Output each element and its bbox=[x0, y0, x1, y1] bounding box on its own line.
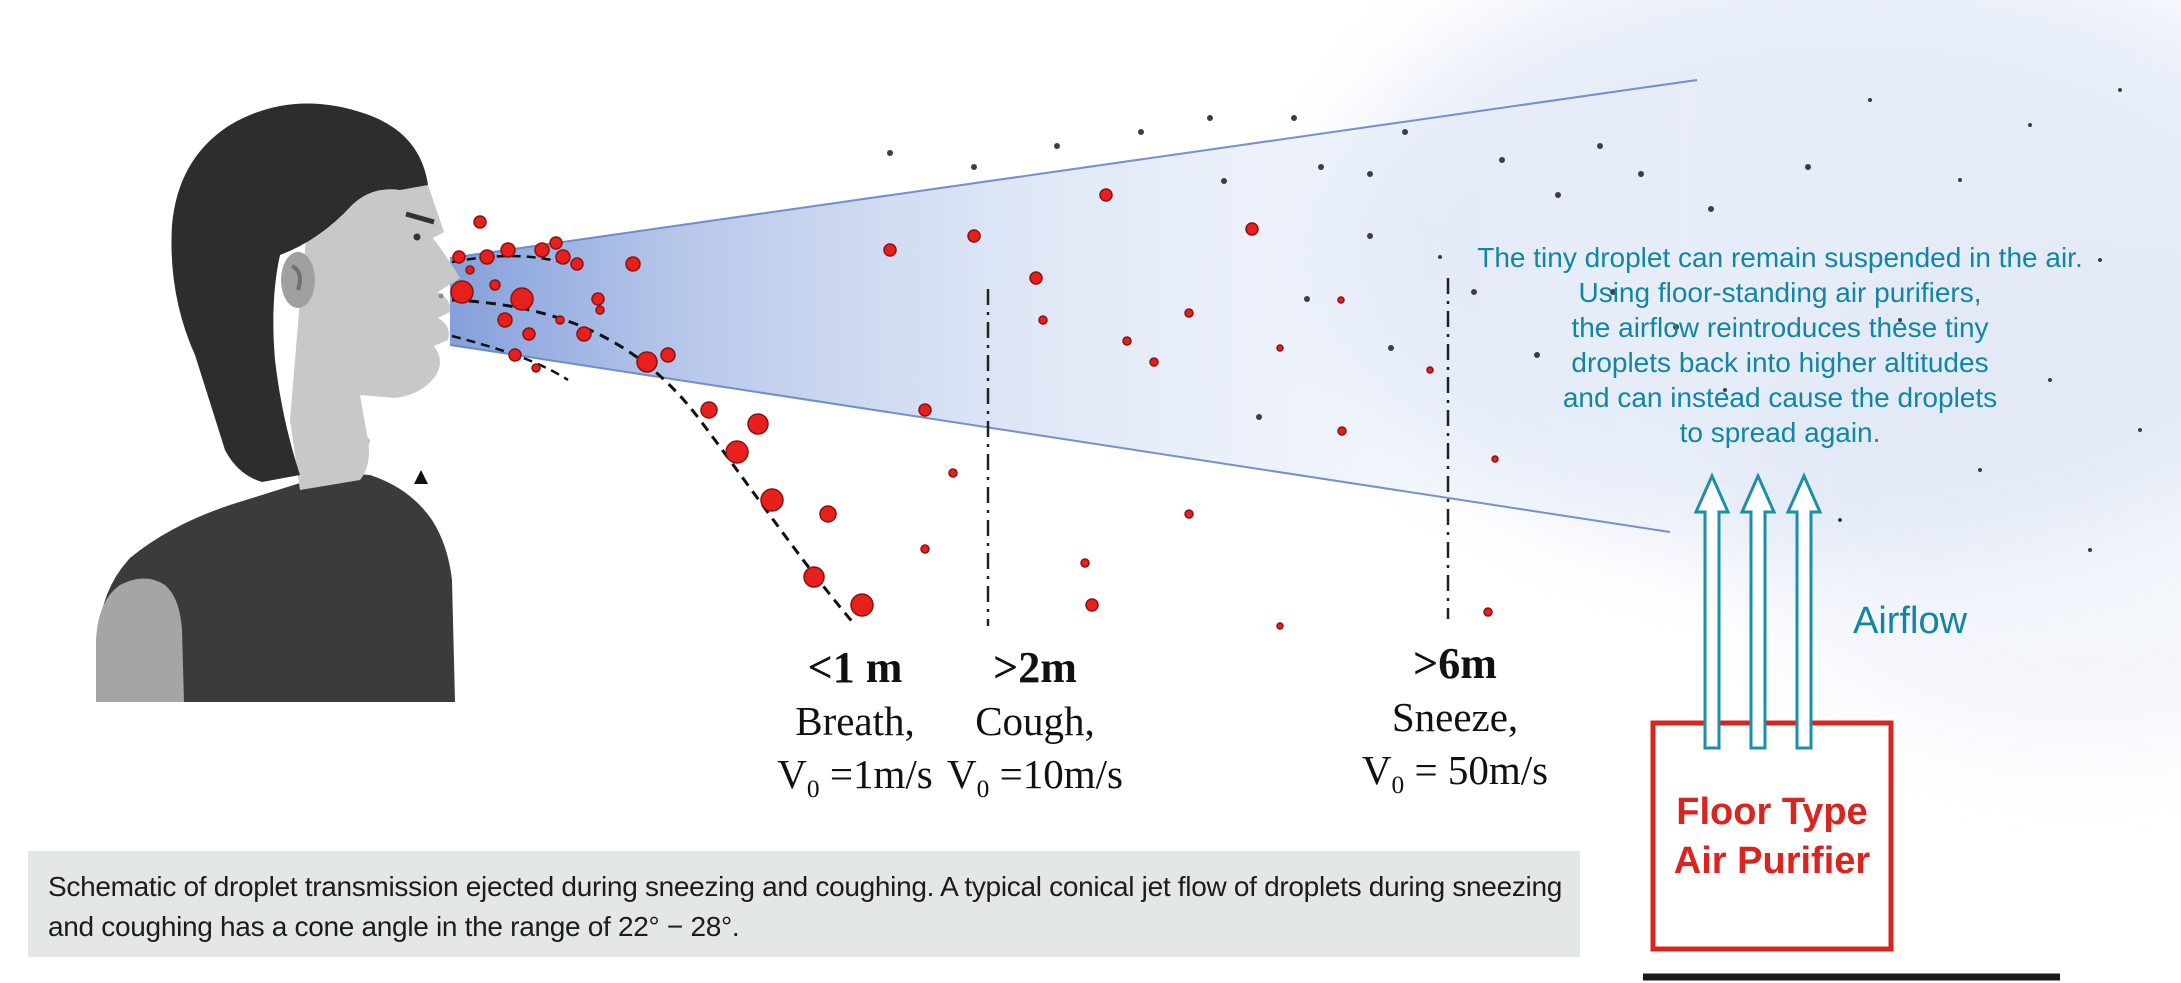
person-arm bbox=[96, 578, 184, 702]
mouth-jet-upper-dashed bbox=[451, 254, 581, 270]
note-line: the airflow reintroduces these tiny bbox=[1571, 312, 1989, 343]
person-hair bbox=[171, 103, 428, 482]
marker-velocity: V0 = 50m/s bbox=[1361, 747, 1549, 800]
airflow-arrow-icon bbox=[1693, 472, 1731, 750]
suspension-note: The tiny droplet can remain suspended in… bbox=[1440, 240, 2120, 450]
note-line: and can instead cause the droplets bbox=[1562, 382, 1998, 413]
air-purifier-box bbox=[1650, 720, 1894, 952]
note-line: droplets back into higher altitudes bbox=[1571, 347, 1989, 378]
note-line: to spread again. bbox=[1679, 417, 1881, 448]
airflow-label: Airflow bbox=[1853, 600, 1968, 642]
marker-kind: Breath, bbox=[795, 698, 915, 744]
person-eyebrow bbox=[405, 211, 435, 225]
cone-upper-edge bbox=[449, 79, 1698, 259]
note-line: The tiny droplet can remain suspended in… bbox=[1477, 242, 2083, 273]
red-droplets-layer bbox=[450, 188, 1499, 630]
marker-cough: >2m Cough, V0 =10m/s bbox=[920, 641, 1150, 816]
marker-distance: >2m bbox=[993, 643, 1077, 692]
person-shirt bbox=[98, 472, 455, 702]
marker-breath: <1 m Breath, V0 =1m/s bbox=[745, 641, 965, 816]
airflow-arrows bbox=[1693, 472, 1823, 750]
person-face bbox=[290, 148, 460, 490]
small-triangle-marker bbox=[414, 470, 428, 484]
marker-kind: Cough, bbox=[975, 698, 1095, 744]
air-purifier-label: Floor Type Air Purifier bbox=[1653, 788, 1891, 886]
person-ear-inner bbox=[290, 264, 302, 291]
marker-velocity: V0 =1m/s bbox=[777, 751, 933, 804]
person-eye bbox=[413, 233, 421, 241]
marker-kind: Sneeze, bbox=[1391, 694, 1519, 740]
caption-line2: and coughing has a cone angle in the ran… bbox=[48, 911, 740, 942]
caption-line1: Schematic of droplet transmission ejecte… bbox=[48, 871, 1563, 902]
air-purifier-label-line1: Floor Type bbox=[1676, 791, 1868, 833]
note-line: Using floor-standing air purifiers, bbox=[1578, 277, 1982, 308]
person-nostril bbox=[438, 293, 444, 299]
figure-caption: Schematic of droplet transmission ejecte… bbox=[28, 851, 1580, 957]
person-illustration bbox=[96, 103, 460, 702]
air-purifier-label-line2: Air Purifier bbox=[1673, 840, 1871, 882]
marker-distance: <1 m bbox=[807, 643, 903, 692]
conical-jet bbox=[450, 80, 1697, 532]
airflow-arrow-icon bbox=[1739, 472, 1777, 750]
suspended-droplet-haze-lower bbox=[1720, 230, 2181, 750]
mouth-jet-lower-dashed bbox=[451, 334, 569, 382]
marker-sneeze: >6m Sneeze, V0 = 50m/s bbox=[1330, 637, 1580, 812]
cone-lower-edge bbox=[449, 344, 1671, 533]
marker-velocity: V0 =10m/s bbox=[947, 751, 1123, 804]
large-droplet-trajectory bbox=[451, 298, 857, 626]
airflow-arrow-icon bbox=[1785, 472, 1823, 750]
marker-distance: >6m bbox=[1413, 639, 1497, 688]
tiny-suspended-droplets-layer bbox=[887, 88, 2142, 552]
